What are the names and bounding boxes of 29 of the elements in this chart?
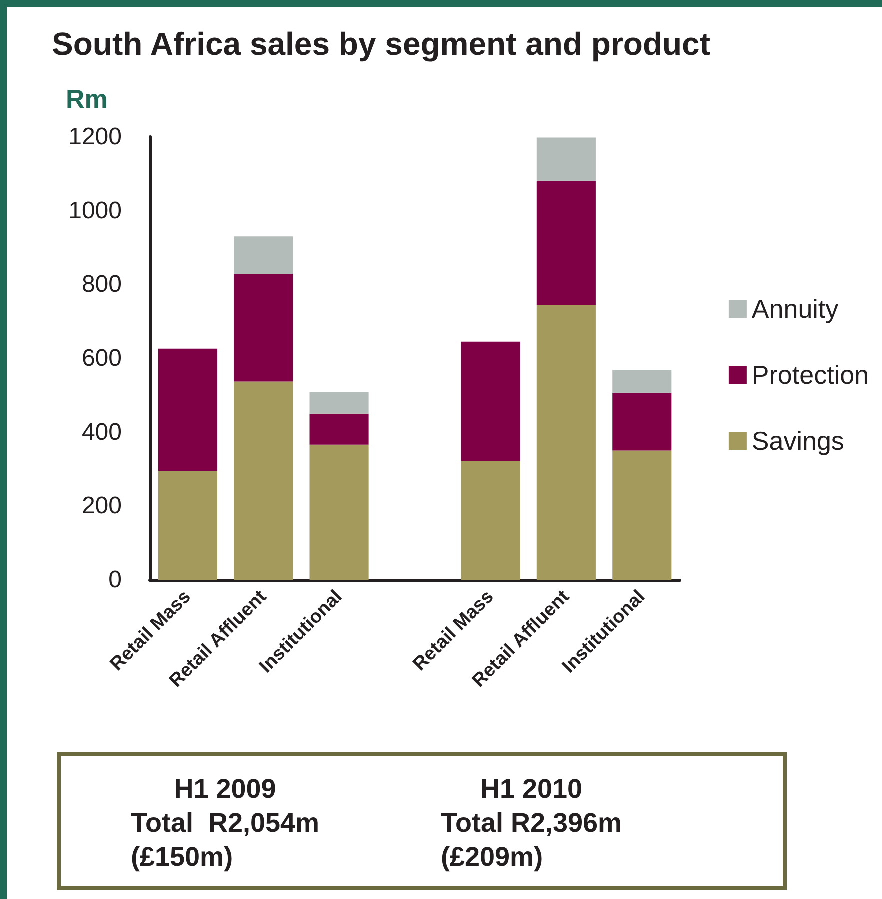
y-tick-label: 600	[82, 345, 122, 372]
bar	[310, 392, 369, 414]
legend-label: Savings	[752, 426, 844, 456]
bar	[234, 236, 294, 274]
bar	[612, 370, 672, 393]
legend-label: Annuity	[752, 294, 839, 324]
legend-label: Protection	[752, 360, 870, 390]
bar	[158, 348, 218, 472]
y-axis-title: Rm	[66, 84, 108, 115]
bar	[234, 382, 294, 580]
y-tick-label: 800	[82, 271, 122, 298]
y-tick-label: 1200	[68, 124, 122, 150]
bar	[461, 461, 520, 580]
summary-box: H1 2009 Total R2,054m (£150m) H1 2010 Total R2,396m (£209m)	[57, 752, 787, 890]
y-tick-label: 0	[108, 566, 122, 594]
y-tick-label: 200	[82, 492, 122, 520]
bar	[310, 414, 369, 445]
y-tick-label: 1000	[68, 197, 122, 224]
bar	[612, 392, 672, 451]
bar	[158, 471, 218, 580]
chart-title: South Africa sales by segment and product	[52, 26, 710, 63]
bar	[536, 180, 596, 305]
bar	[536, 304, 596, 580]
bar	[234, 274, 294, 382]
bar	[536, 138, 596, 181]
bar	[310, 444, 369, 580]
bar	[461, 342, 520, 462]
bar	[612, 450, 672, 580]
y-tick-label: 400	[82, 418, 122, 446]
